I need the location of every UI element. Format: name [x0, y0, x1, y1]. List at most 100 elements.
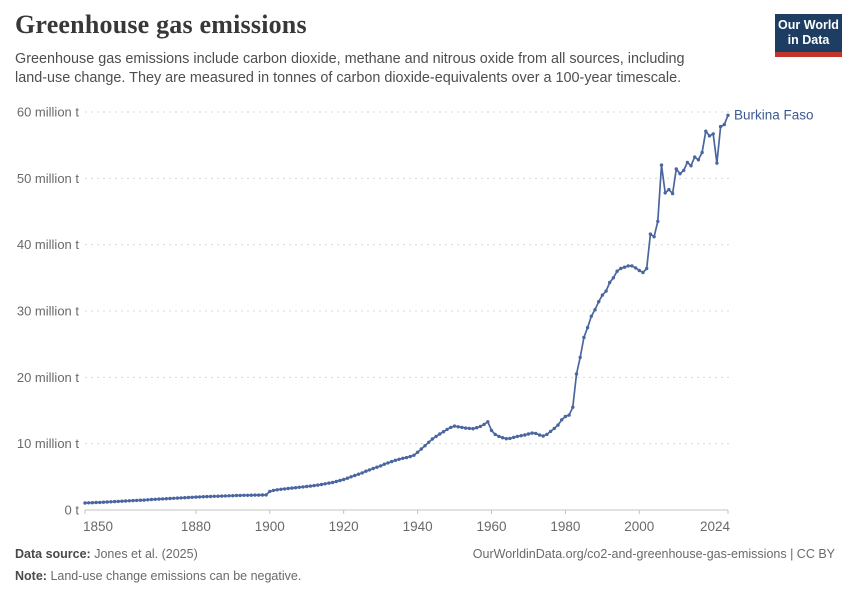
data-point[interactable] [500, 436, 505, 440]
data-point[interactable] [83, 501, 87, 505]
data-point[interactable] [523, 433, 527, 437]
data-point[interactable] [630, 264, 634, 268]
data-point[interactable] [423, 444, 427, 448]
data-point[interactable] [611, 276, 616, 280]
data-point[interactable] [186, 495, 191, 500]
data-point[interactable] [711, 132, 715, 136]
data-point[interactable] [194, 495, 198, 499]
data-point[interactable] [308, 484, 313, 488]
data-point[interactable] [338, 478, 342, 483]
data-point[interactable] [434, 434, 438, 439]
data-point[interactable] [427, 440, 431, 444]
data-point[interactable] [689, 164, 693, 168]
data-point[interactable] [541, 434, 545, 438]
data-point[interactable] [109, 500, 113, 504]
data-point[interactable] [87, 501, 91, 505]
data-point[interactable] [342, 477, 346, 482]
data-point[interactable] [101, 500, 106, 504]
data-point[interactable] [678, 172, 682, 176]
data-point[interactable] [700, 150, 704, 155]
data-point[interactable] [160, 497, 165, 501]
data-point[interactable] [412, 453, 416, 457]
data-point[interactable] [378, 464, 383, 468]
data-point[interactable] [275, 488, 279, 492]
data-point[interactable] [515, 434, 520, 439]
data-point[interactable] [120, 499, 124, 503]
data-point[interactable] [131, 498, 135, 503]
data-point[interactable] [693, 155, 697, 159]
data-point[interactable] [593, 308, 597, 312]
data-point[interactable] [438, 432, 442, 436]
data-point[interactable] [685, 160, 690, 165]
data-point[interactable] [574, 372, 579, 376]
data-point[interactable] [98, 500, 102, 505]
data-point[interactable] [90, 501, 95, 505]
data-point[interactable] [260, 493, 265, 497]
data-point[interactable] [604, 289, 608, 293]
data-point[interactable] [641, 270, 645, 275]
data-point[interactable] [231, 494, 235, 498]
data-point[interactable] [401, 456, 405, 460]
data-point[interactable] [548, 429, 553, 434]
data-point[interactable] [164, 497, 168, 501]
data-point[interactable] [268, 489, 272, 494]
data-point[interactable] [153, 497, 157, 501]
data-point[interactable] [633, 266, 638, 270]
data-point[interactable] [667, 187, 671, 192]
data-point[interactable] [382, 462, 386, 466]
data-point[interactable] [404, 455, 409, 460]
data-point[interactable] [220, 494, 224, 498]
data-point[interactable] [482, 422, 486, 427]
data-point[interactable] [179, 496, 183, 500]
data-point[interactable] [571, 405, 575, 409]
data-point[interactable] [249, 493, 253, 497]
data-point[interactable] [301, 485, 305, 489]
data-point[interactable] [135, 498, 139, 503]
data-point[interactable] [508, 436, 512, 441]
data-point[interactable] [441, 430, 446, 434]
data-point[interactable] [264, 493, 268, 497]
data-point[interactable] [319, 482, 324, 487]
data-point[interactable] [600, 293, 605, 297]
data-point[interactable] [663, 191, 667, 195]
data-point[interactable] [519, 434, 523, 438]
data-point[interactable] [682, 168, 686, 173]
data-point[interactable] [253, 493, 257, 497]
data-point[interactable] [530, 431, 534, 435]
data-point[interactable] [656, 219, 660, 224]
data-point[interactable] [323, 482, 327, 486]
data-point[interactable] [172, 496, 176, 500]
data-point[interactable] [112, 499, 117, 504]
data-point[interactable] [190, 495, 194, 499]
data-point[interactable] [257, 493, 261, 497]
data-point[interactable] [449, 425, 453, 430]
data-point[interactable] [94, 500, 98, 505]
data-point[interactable] [645, 266, 649, 271]
data-point[interactable] [722, 122, 726, 127]
data-point[interactable] [149, 497, 154, 502]
data-point[interactable] [545, 432, 549, 437]
data-point[interactable] [223, 494, 228, 498]
data-point[interactable] [282, 487, 287, 491]
data-point[interactable] [157, 497, 161, 501]
data-point[interactable] [467, 426, 471, 431]
data-point[interactable] [297, 485, 301, 489]
data-point[interactable] [271, 488, 276, 493]
data-point[interactable] [330, 480, 335, 485]
data-point[interactable] [608, 280, 612, 285]
data-point[interactable] [375, 465, 379, 469]
data-point[interactable] [234, 493, 239, 498]
data-point[interactable] [597, 300, 601, 304]
data-point[interactable] [563, 414, 568, 419]
data-point[interactable] [345, 476, 350, 480]
data-point[interactable] [371, 466, 375, 471]
data-point[interactable] [105, 500, 109, 504]
data-point[interactable] [637, 268, 641, 273]
data-point[interactable] [201, 495, 205, 499]
data-point[interactable] [567, 413, 571, 417]
data-point[interactable] [478, 424, 483, 429]
data-point[interactable] [208, 494, 213, 499]
data-point[interactable] [146, 498, 150, 502]
data-point[interactable] [715, 161, 719, 165]
